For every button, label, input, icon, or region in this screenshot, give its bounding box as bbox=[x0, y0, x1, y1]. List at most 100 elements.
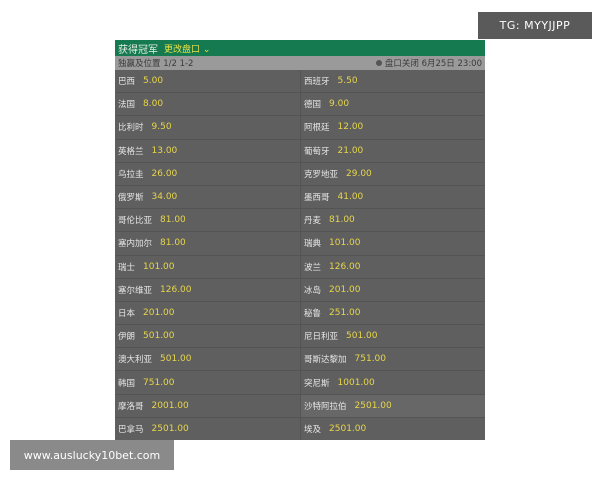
change-market-button[interactable]: 更改盘口 ⌄ bbox=[164, 42, 210, 55]
market-type: 独赢及位置 1/2 1-2 bbox=[118, 59, 194, 69]
selection-cell[interactable]: 葡萄牙 21.00 bbox=[301, 140, 485, 163]
odds-value[interactable]: 26.00 bbox=[151, 168, 178, 179]
odds-value[interactable]: 29.00 bbox=[346, 168, 372, 179]
odds-value[interactable]: 101.00 bbox=[329, 238, 361, 249]
selection-cell[interactable]: 秘鲁 251.00 bbox=[301, 302, 485, 326]
market-subheader: 独赢及位置 1/2 1-2 盘口关闭 6月25日 23:00 bbox=[115, 56, 485, 70]
selection-cell[interactable]: 哥斯达黎加 751.00 bbox=[301, 348, 485, 372]
team-name: 澳大利亚 bbox=[118, 355, 153, 366]
team-name: 克罗地亚 bbox=[304, 169, 339, 180]
odds-value[interactable]: 2501.00 bbox=[354, 400, 392, 411]
odds-value[interactable]: 751.00 bbox=[143, 377, 175, 388]
site-watermark: www.auslucky10bet.com bbox=[10, 440, 174, 470]
selection-cell[interactable]: 德国 9.00 bbox=[301, 93, 485, 117]
team-name: 伊朗 bbox=[118, 332, 136, 343]
odds-value[interactable]: 2001.00 bbox=[151, 400, 189, 411]
odds-value[interactable]: 101.00 bbox=[143, 261, 175, 272]
team-name: 日本 bbox=[118, 308, 136, 319]
team-name: 尼日利亚 bbox=[304, 332, 339, 343]
odds-value[interactable]: 501.00 bbox=[346, 331, 378, 342]
odds-value[interactable]: 34.00 bbox=[151, 192, 178, 203]
team-name: 丹麦 bbox=[304, 216, 322, 227]
team-name: 西班牙 bbox=[304, 77, 330, 88]
odds-value[interactable]: 81.00 bbox=[329, 215, 355, 226]
selection-cell[interactable]: 波兰 126.00 bbox=[301, 256, 485, 279]
selection-cell[interactable]: 伊朗 501.00 bbox=[115, 325, 301, 349]
odds-value[interactable]: 1001.00 bbox=[337, 377, 375, 388]
odds-value[interactable]: 12.00 bbox=[337, 122, 364, 133]
team-name: 哥伦比亚 bbox=[118, 216, 153, 227]
selection-cell[interactable]: 埃及 2501.00 bbox=[301, 418, 485, 440]
selection-cell[interactable]: 巴拿马 2501.00 bbox=[115, 417, 301, 440]
team-name: 摩洛哥 bbox=[118, 401, 144, 412]
team-name: 墨西哥 bbox=[304, 193, 330, 204]
odds-value[interactable]: 2501.00 bbox=[329, 423, 367, 434]
selection-cell[interactable]: 乌拉圭 26.00 bbox=[115, 162, 301, 186]
selection-cell[interactable]: 克罗地亚 29.00 bbox=[301, 163, 485, 186]
selection-cell[interactable]: 墨西哥 41.00 bbox=[301, 186, 485, 210]
team-name: 比利时 bbox=[118, 123, 144, 134]
odds-value[interactable]: 9.50 bbox=[151, 122, 172, 133]
odds-value[interactable]: 41.00 bbox=[337, 192, 364, 203]
team-name: 巴拿马 bbox=[118, 424, 144, 435]
selection-cell[interactable]: 突尼斯 1001.00 bbox=[301, 371, 485, 395]
team-name: 德国 bbox=[304, 100, 322, 111]
selection-cell[interactable]: 巴西 5.00 bbox=[115, 70, 301, 94]
team-name: 巴西 bbox=[118, 77, 136, 88]
closing-time: 盘口关闭 6月25日 23:00 bbox=[384, 59, 482, 69]
odds-value[interactable]: 5.50 bbox=[337, 76, 358, 87]
selection-cell[interactable]: 法国 8.00 bbox=[115, 93, 301, 117]
team-name: 韩国 bbox=[118, 378, 136, 389]
selection-cell[interactable]: 韩国 751.00 bbox=[115, 371, 301, 395]
odds-value[interactable]: 501.00 bbox=[160, 354, 192, 365]
odds-value[interactable]: 201.00 bbox=[143, 307, 175, 318]
team-name: 瑞典 bbox=[304, 239, 322, 250]
team-name: 乌拉圭 bbox=[118, 169, 144, 180]
team-name: 英格兰 bbox=[118, 146, 144, 157]
clock-icon bbox=[375, 60, 382, 66]
odds-value[interactable]: 126.00 bbox=[329, 261, 361, 272]
selection-cell[interactable]: 澳大利亚 501.00 bbox=[115, 348, 301, 372]
change-market-label: 更改盘口 bbox=[164, 44, 201, 55]
odds-value[interactable]: 81.00 bbox=[160, 215, 186, 226]
selection-cell[interactable]: 英格兰 13.00 bbox=[115, 139, 301, 163]
selection-cell[interactable]: 沙特阿拉伯 2501.00 bbox=[301, 394, 485, 418]
odds-value[interactable]: 501.00 bbox=[143, 331, 175, 342]
odds-value[interactable]: 9.00 bbox=[329, 99, 350, 110]
team-name: 突尼斯 bbox=[304, 378, 330, 389]
odds-value[interactable]: 21.00 bbox=[337, 145, 364, 156]
team-name: 沙特阿拉伯 bbox=[304, 401, 347, 412]
selection-cell[interactable]: 塞尔维亚 126.00 bbox=[115, 278, 301, 302]
odds-value[interactable]: 2501.00 bbox=[151, 423, 189, 434]
chevron-down-icon: ⌄ bbox=[202, 44, 211, 55]
odds-value[interactable]: 201.00 bbox=[329, 284, 361, 295]
team-name: 法国 bbox=[118, 100, 136, 111]
odds-value[interactable]: 5.00 bbox=[143, 76, 164, 87]
team-name: 秘鲁 bbox=[304, 308, 322, 319]
selection-cell[interactable]: 瑞士 101.00 bbox=[115, 255, 301, 279]
odds-value[interactable]: 251.00 bbox=[329, 307, 361, 318]
selection-cell[interactable]: 摩洛哥 2001.00 bbox=[115, 394, 301, 418]
odds-value[interactable]: 8.00 bbox=[143, 99, 164, 110]
selection-cell[interactable]: 尼日利亚 501.00 bbox=[301, 325, 485, 349]
odds-value[interactable]: 751.00 bbox=[354, 354, 387, 365]
selection-cell[interactable]: 俄罗斯 34.00 bbox=[115, 185, 301, 210]
selection-cell[interactable]: 冰岛 201.00 bbox=[301, 279, 485, 302]
selection-cell[interactable]: 哥伦比亚 81.00 bbox=[115, 209, 301, 233]
team-name: 塞尔维亚 bbox=[118, 285, 153, 296]
odds-value[interactable]: 81.00 bbox=[160, 238, 186, 249]
odds-value[interactable]: 126.00 bbox=[160, 284, 192, 295]
selection-cell[interactable]: 丹麦 81.00 bbox=[301, 209, 485, 233]
market-title: 获得冠军 bbox=[118, 44, 158, 56]
odds-value[interactable]: 13.00 bbox=[151, 145, 178, 156]
selection-cell[interactable]: 西班牙 5.50 bbox=[301, 70, 485, 94]
market-header: 获得冠军 更改盘口 ⌄ bbox=[115, 40, 485, 56]
selection-cell[interactable]: 阿根廷 12.00 bbox=[301, 116, 485, 140]
selection-cell[interactable]: 日本 201.00 bbox=[115, 301, 301, 326]
team-name: 埃及 bbox=[304, 424, 322, 435]
selection-cell[interactable]: 比利时 9.50 bbox=[115, 116, 301, 140]
team-name: 阿根廷 bbox=[304, 123, 330, 134]
selection-cell[interactable]: 瑞典 101.00 bbox=[301, 232, 485, 256]
team-name: 葡萄牙 bbox=[304, 146, 330, 157]
selection-cell[interactable]: 塞内加尔 81.00 bbox=[115, 232, 301, 256]
